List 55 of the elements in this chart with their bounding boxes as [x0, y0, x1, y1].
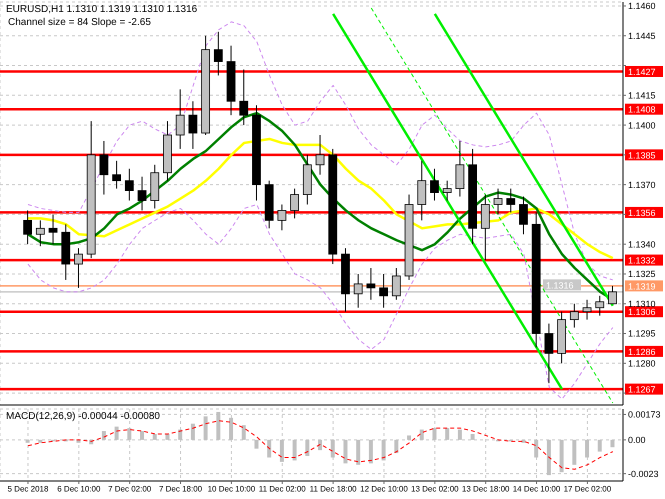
y-tick-label: 1.1370 [628, 180, 656, 190]
ref-line-label: 1.1319 [628, 281, 656, 292]
y-tick-label: 1.1325 [628, 269, 656, 280]
chart-title: MACD(12,26,9) -0.00044 -0.00080 [6, 411, 160, 422]
ref-line-label: 1.1356 [628, 208, 656, 218]
x-tick-label: 10 Dec 10:00 [208, 484, 256, 494]
x-tick-label: 17 Dec 02:00 [564, 484, 612, 494]
ref-line-label: 1.1306 [628, 307, 656, 318]
ref-line-label: 1.1332 [628, 256, 656, 266]
ref-line-label: 1.1286 [628, 346, 656, 357]
x-tick-label: 6 Dec 10:00 [57, 484, 101, 494]
y-tick-label: 1.1295 [628, 328, 656, 339]
candlestick [124, 168, 134, 202]
x-tick-label: 11 Dec 02:00 [258, 484, 306, 494]
ref-line-label: 1.1267 [628, 384, 656, 395]
candlestick [100, 140, 108, 196]
candlestick [23, 210, 32, 245]
line-series [27, 420, 614, 470]
x-tick-label: 11 Dec 18:00 [310, 484, 358, 494]
y-tick-label: 1.1415 [628, 90, 656, 100]
y-tick-label: 0.00 [628, 435, 646, 446]
ref-line-label: 1.1385 [628, 150, 656, 160]
x-tick-label: 7 Dec 18:00 [158, 484, 203, 494]
x-tick-label: 13 Dec 02:00 [411, 484, 460, 494]
x-tick-label: 5 Dec 2018 [8, 484, 49, 494]
x-tick-label: 14 Dec 10:00 [512, 484, 561, 494]
line-series [26, 138, 614, 260]
candlestick [366, 268, 376, 300]
candlestick [239, 69, 248, 126]
y-tick-label: 1.1445 [628, 30, 656, 41]
x-tick-label: 13 Dec 18:00 [462, 484, 510, 494]
y-tick-label: -0.0023 [628, 468, 659, 479]
y-tick-label: 1.1460 [628, 1, 656, 12]
candlestick [316, 134, 324, 176]
candlestick [430, 168, 439, 202]
candlestick [544, 323, 554, 384]
text: Channel size = 84 Slope = -2.65 [8, 17, 151, 28]
candlestick [519, 196, 528, 235]
line-series [27, 204, 614, 400]
candlestick [379, 273, 388, 308]
candlestick [506, 188, 516, 213]
candlestick [48, 214, 58, 245]
candlestick [188, 100, 198, 150]
y-tick-label: 0.00173 [628, 410, 661, 420]
y-tick-label: 1.1340 [628, 239, 656, 250]
y-tick-label: 1.1400 [628, 120, 656, 130]
candlestick [138, 176, 146, 211]
x-tick-label: 7 Dec 02:00 [108, 484, 152, 494]
x-tick-label: 12 Dec 10:00 [360, 484, 408, 494]
chart-title: EURUSD,H1 1.1310 1.1319 1.1310 1.1316 [6, 4, 198, 15]
ref-line-label: 1.1408 [628, 104, 656, 115]
ref-line-label: 1.1427 [628, 66, 656, 77]
y-tick-label: 1.1280 [628, 358, 656, 369]
candlestick [112, 160, 122, 190]
candlestick [214, 31, 223, 76]
